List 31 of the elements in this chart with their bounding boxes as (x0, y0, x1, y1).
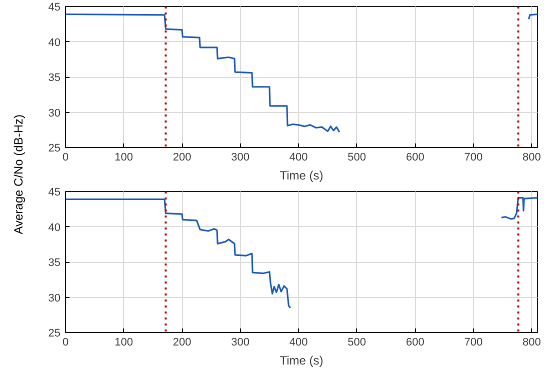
y-tick-label: 35 (48, 72, 61, 84)
x-tick-label: 100 (114, 152, 133, 164)
x-tick-label: 200 (172, 336, 192, 348)
y-tick-label: 40 (48, 222, 61, 234)
y-tick-label: 30 (48, 292, 61, 304)
y-tick-label: 25 (48, 142, 61, 154)
x-tick-label: 500 (348, 152, 366, 164)
x-tick-label: 500 (348, 336, 366, 348)
x-tick-label: 700 (464, 152, 483, 164)
x-tick-label: 300 (231, 152, 250, 164)
x-tick-label: 400 (289, 152, 308, 164)
x-axis-title: Time (s) (280, 354, 324, 368)
x-tick-label: 800 (522, 336, 541, 348)
x-tick-label: 0 (62, 336, 69, 348)
y-axis-title: Average C/No (dB-Hz) (12, 114, 26, 234)
x-tick-label: 200 (172, 152, 192, 164)
x-tick-label: 300 (231, 336, 250, 348)
y-tick-label: 45 (48, 2, 61, 14)
x-tick-label: 0 (62, 152, 69, 164)
x-tick-label: 600 (406, 152, 424, 164)
x-tick-label: 800 (522, 152, 541, 164)
x-tick-label: 400 (289, 336, 308, 348)
x-axis-title: Time (s) (280, 168, 324, 182)
y-tick-label: 45 (48, 186, 61, 198)
x-tick-label: 600 (406, 336, 424, 348)
x-tick-label: 700 (464, 336, 483, 348)
x-tick-label: 100 (114, 336, 133, 348)
y-tick-label: 40 (48, 36, 61, 49)
y-tick-label: 35 (48, 257, 61, 269)
y-tick-label: 30 (48, 107, 61, 120)
y-tick-label: 25 (48, 328, 61, 340)
